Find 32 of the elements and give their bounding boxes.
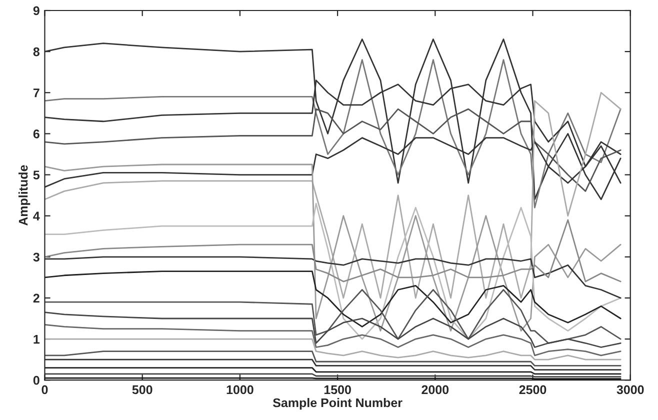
y-tick-label: 0 [33, 376, 40, 385]
y-tick-label: 8 [33, 47, 40, 56]
line-series [44, 338, 622, 360]
y-tick-label: 7 [33, 88, 40, 98]
line-series [44, 202, 622, 340]
x-tick-label: 1000 [226, 385, 254, 394]
y-tick-label: 1 [34, 334, 40, 344]
line-series [44, 92, 622, 299]
x-tick-label: 2500 [519, 385, 546, 394]
y-tick-label: 2 [33, 294, 40, 302]
y-tick-label: 5 [33, 170, 40, 180]
line-series [44, 312, 622, 348]
y-tick-label: 4 [33, 212, 40, 220]
line-series [44, 324, 622, 356]
line-series [44, 59, 622, 208]
line-series [44, 108, 622, 192]
x-tick-label: 2000 [422, 385, 449, 394]
y-axis-title: Amplitude [18, 165, 30, 226]
x-tick-label: 500 [132, 385, 152, 394]
y-tick-label: 9 [33, 6, 40, 16]
line-series [44, 164, 622, 332]
line-series [44, 289, 622, 344]
x-tick-label: 0 [42, 385, 48, 394]
x-tick-label: 1500 [324, 385, 351, 394]
line-series [44, 38, 622, 200]
line-series [44, 219, 622, 282]
y-tick-label: 3 [33, 252, 40, 262]
y-tick-label: 6 [33, 130, 40, 138]
x-tick-label: 3000 [616, 385, 644, 394]
x-axis-title: Sample Point Number [272, 398, 402, 410]
line-series [44, 350, 622, 366]
line-series [44, 256, 622, 299]
